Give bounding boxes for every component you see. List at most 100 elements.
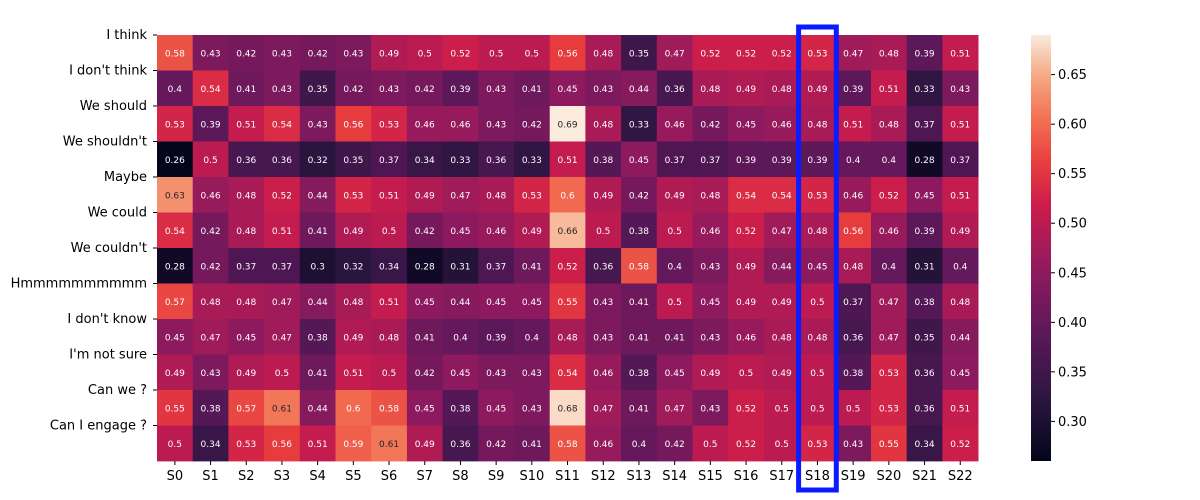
heatmap-cell (942, 177, 979, 213)
cell-value-label: 0.52 (700, 49, 720, 59)
cell-value-label: 0.48 (236, 298, 256, 308)
heatmap-cell (442, 70, 479, 107)
cell-value-label: 0.58 (558, 440, 578, 450)
cell-value-label: 0.43 (201, 49, 221, 59)
cell-value-label: 0.43 (700, 333, 720, 343)
heatmap-cell (585, 70, 622, 107)
heatmap-cell (942, 35, 979, 71)
cell-value-label: 0.42 (665, 440, 685, 450)
cell-value-label: 0.51 (236, 120, 256, 130)
cell-value-label: 0.5 (667, 227, 681, 237)
heatmap-cell (871, 212, 908, 249)
heatmap-cell (192, 319, 229, 355)
heatmap-cell (942, 319, 979, 355)
cell-value-label: 0.42 (415, 227, 435, 237)
colorbar-tick-label: 0.45 (1058, 266, 1087, 281)
cell-value-label: 0.46 (736, 333, 756, 343)
x-tick-label: S14 (662, 469, 687, 484)
heatmap-cell (549, 425, 586, 462)
heatmap-cell (299, 354, 336, 391)
cell-value-label: 0.39 (736, 156, 756, 166)
heatmap-cell (585, 35, 622, 71)
heatmap-cell (264, 106, 301, 142)
cell-value-label: 0.48 (879, 49, 899, 59)
heatmap-cell (478, 141, 515, 178)
heatmap-cell (406, 354, 443, 391)
x-tick-label: S20 (876, 469, 901, 484)
cell-value-label: 0.4 (632, 440, 647, 450)
heatmap-cell (335, 212, 372, 249)
heatmap-cell (442, 35, 479, 71)
heatmap-cell (406, 35, 443, 71)
heatmap-cell (728, 141, 765, 178)
cell-value-label: 0.41 (522, 440, 542, 450)
cell-value-label: 0.43 (700, 404, 720, 414)
heatmap-cell (763, 35, 800, 71)
cell-value-label: 0.51 (272, 227, 292, 237)
heatmap-cell (692, 106, 729, 142)
heatmap-cell (442, 212, 479, 249)
heatmap-cell (835, 319, 872, 355)
cell-value-label: 0.48 (843, 262, 863, 272)
cell-value-label: 0.52 (558, 262, 578, 272)
cell-value-label: 0.53 (807, 191, 827, 201)
heatmap-cell (335, 248, 372, 284)
heatmap-cell (478, 319, 515, 355)
cell-value-label: 0.54 (558, 369, 578, 379)
cell-value-label: 0.28 (165, 262, 185, 272)
heatmap-cell (371, 248, 408, 284)
heatmap-cell (549, 141, 586, 178)
cell-value-label: 0.49 (700, 369, 720, 379)
cell-value-label: 0.52 (736, 227, 756, 237)
heatmap-cell (264, 141, 301, 178)
cell-value-label: 0.36 (843, 333, 863, 343)
heatmap-cell (157, 354, 194, 391)
heatmap-cell (728, 70, 765, 107)
heatmap-cell (192, 106, 229, 142)
heatmap-cell (371, 354, 408, 391)
cell-value-label: 0.39 (915, 227, 935, 237)
cell-value-label: 0.34 (201, 440, 221, 450)
cell-value-label: 0.26 (165, 156, 185, 166)
cell-value-label: 0.38 (843, 369, 863, 379)
cell-value-label: 0.46 (879, 227, 899, 237)
heatmap-cell (514, 354, 551, 391)
cell-value-label: 0.5 (846, 404, 860, 414)
cell-value-label: 0.31 (450, 262, 470, 272)
cell-value-label: 0.49 (165, 369, 185, 379)
cell-value-label: 0.43 (379, 85, 399, 95)
heatmap-cell (728, 35, 765, 71)
x-tick-label: S15 (698, 469, 723, 484)
heatmap-cell (835, 354, 872, 391)
x-axis: S0 S1 S2 S3 S4 S5 S6 S7 S8 S9 S10 S11 S12 S13 S14 S15 S1… (167, 461, 973, 484)
cell-value-label: 0.51 (950, 120, 970, 130)
heatmap-cell (835, 177, 872, 213)
heatmap-cell (549, 212, 586, 249)
x-tick-label: S0 (167, 469, 184, 484)
cell-value-label: 0.5 (275, 369, 289, 379)
cell-value-label: 0.5 (703, 440, 717, 450)
cell-value-label: 0.48 (950, 298, 970, 308)
cell-value-label: 0.47 (272, 298, 292, 308)
cell-value-label: 0.48 (807, 227, 827, 237)
cell-value-label: 0.48 (807, 120, 827, 130)
heatmap-cell (442, 319, 479, 355)
cell-value-label: 0.56 (343, 120, 363, 130)
cell-value-label: 0.46 (665, 120, 685, 130)
cell-value-label: 0.48 (593, 49, 613, 59)
cell-value-label: 0.49 (236, 369, 256, 379)
heatmap-cell (585, 141, 622, 178)
y-axis: I think I don't think We should We shouldn'… (11, 28, 157, 434)
cell-value-label: 0.37 (379, 156, 399, 166)
highlighted-column-box (796, 24, 839, 493)
cell-value-label: 0.42 (201, 227, 221, 237)
heatmap-cell (763, 354, 800, 391)
heatmap-cell (728, 319, 765, 355)
cell-value-label: 0.43 (522, 404, 542, 414)
heatmap-cell (906, 212, 943, 249)
heatmap-cell (335, 70, 372, 107)
cell-value-label: 0.54 (736, 191, 756, 201)
heatmap-cell (906, 141, 943, 178)
cell-value-label: 0.5 (739, 369, 753, 379)
cell-value-label: 0.6 (560, 191, 575, 201)
